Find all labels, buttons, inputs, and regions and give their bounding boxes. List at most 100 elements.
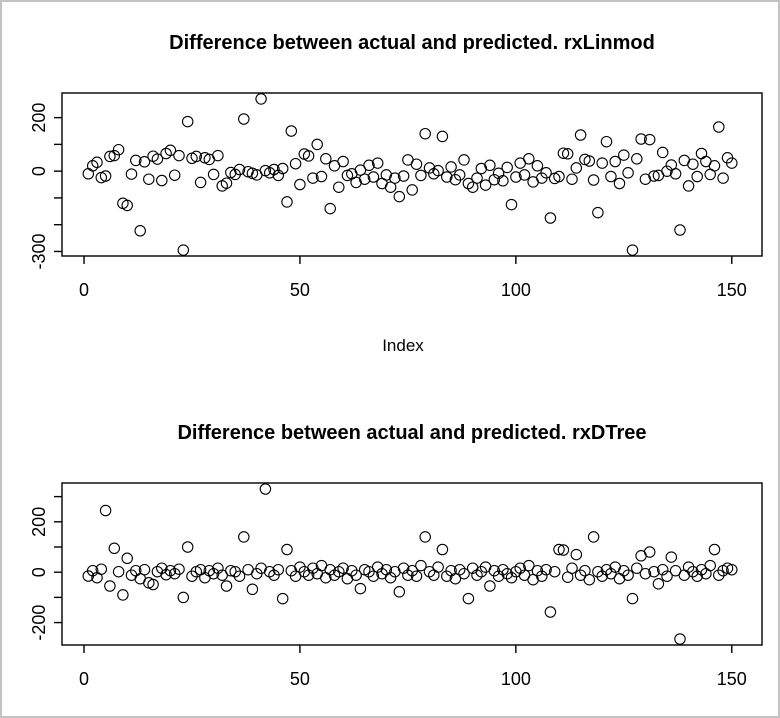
data-point [285, 125, 298, 137]
data-point [186, 570, 198, 582]
y-tick-label: 0 [29, 166, 49, 176]
x-tick-label: 100 [501, 280, 531, 300]
data-point [419, 127, 431, 140]
data-point [618, 149, 630, 161]
data-point [661, 165, 673, 177]
data-point [255, 93, 267, 105]
data-point [510, 171, 522, 183]
data-point [548, 565, 561, 578]
data-point [462, 177, 475, 190]
plot-title-dtree: Difference between actual and predicted.… [177, 422, 646, 444]
x-tick-label: 50 [290, 280, 310, 300]
data-point [108, 149, 121, 162]
data-point [505, 198, 518, 211]
plot-box [61, 482, 763, 646]
data-point [86, 564, 99, 577]
data-point [592, 565, 604, 578]
data-point [415, 559, 427, 572]
data-point [263, 565, 276, 578]
data-point [384, 181, 397, 193]
dtree-plot-area: 0 50 100 150 200 0 -200 [29, 482, 763, 689]
data-point [99, 170, 112, 182]
data-point [708, 543, 721, 556]
y-tick-label: 0 [29, 567, 49, 577]
data-point [600, 563, 613, 576]
data-point [346, 564, 358, 577]
data-point [674, 633, 686, 645]
data-point [212, 149, 224, 162]
x-tick-label: 150 [717, 669, 747, 689]
data-point [648, 170, 660, 182]
data-point [523, 559, 535, 572]
data-point [354, 164, 367, 176]
data-point [281, 196, 293, 208]
data-point [181, 541, 194, 553]
data-point [289, 157, 302, 170]
data-point [104, 580, 116, 592]
data-point [337, 155, 349, 168]
data-point [99, 504, 112, 517]
data-point [168, 169, 181, 181]
data-point [156, 174, 168, 187]
data-point [687, 565, 699, 578]
y-tick-label: -200 [29, 605, 49, 641]
data-point [436, 130, 449, 143]
data-point [682, 561, 695, 573]
data-point [147, 578, 159, 591]
data-point [393, 586, 406, 598]
data-point [596, 157, 608, 169]
data-point [156, 562, 168, 574]
data-point [410, 570, 423, 582]
data-point [104, 150, 116, 163]
data-point [540, 167, 552, 179]
data-point [643, 546, 656, 558]
data-point [371, 561, 384, 573]
y-tick-label: -300 [29, 233, 49, 269]
data-point [415, 169, 427, 182]
x-tick-label: 0 [79, 669, 89, 689]
data-point [557, 544, 570, 556]
data-point [125, 168, 138, 180]
data-point [523, 153, 535, 165]
data-point [497, 175, 509, 187]
data-point [583, 155, 596, 167]
data-point [276, 162, 289, 175]
data-point [225, 564, 237, 577]
data-point [91, 156, 103, 169]
data-point [557, 147, 570, 159]
data-point [445, 161, 457, 173]
data-point [419, 531, 431, 543]
data-point [497, 563, 509, 576]
data-point [272, 563, 285, 576]
data-point [626, 592, 639, 605]
data-point [371, 157, 384, 169]
data-point [656, 563, 669, 576]
data-point [544, 606, 557, 618]
data-point [229, 565, 241, 578]
data-point [713, 569, 725, 581]
data-point [220, 177, 233, 189]
data-point [177, 244, 190, 256]
linmod-plot: Difference between actual and predicted.… [29, 32, 763, 355]
data-point [648, 565, 660, 578]
data-point [458, 567, 470, 580]
data-point [363, 565, 375, 578]
data-point [479, 179, 492, 191]
data-point [704, 559, 716, 572]
data-point [302, 150, 315, 162]
data-point [324, 202, 336, 215]
data-point [233, 570, 246, 582]
data-point [514, 562, 526, 574]
x-tick-label: 100 [501, 669, 531, 689]
data-point [574, 129, 587, 141]
data-point [436, 543, 449, 556]
x-tick-label: 0 [79, 280, 89, 300]
data-point [164, 144, 177, 157]
plot-title-linmod: Difference between actual and predicted.… [169, 32, 655, 54]
data-point [397, 562, 410, 574]
linmod-plot-area: 0 50 100 150 200 0 -300 [29, 92, 763, 300]
data-point [238, 531, 250, 543]
data-point [95, 563, 108, 575]
data-point [276, 592, 289, 605]
